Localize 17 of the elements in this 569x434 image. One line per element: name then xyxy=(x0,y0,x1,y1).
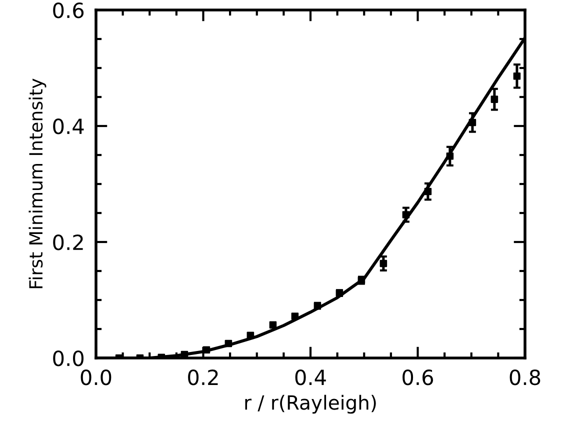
point xyxy=(180,350,188,358)
x-tick-label: 0.0 xyxy=(80,369,112,386)
point xyxy=(202,346,210,354)
y-axis-title: First Minimum Intensity xyxy=(28,78,46,288)
y-tick-label: 0.4 xyxy=(53,118,84,134)
x-tick-label: 0.8 xyxy=(510,369,540,386)
y-tick-label: 0.0 xyxy=(53,350,84,366)
x-tick-label: 0.4 xyxy=(295,369,326,386)
point xyxy=(224,340,232,348)
point xyxy=(246,332,254,340)
x-axis-title: r / r(Rayleigh) xyxy=(245,394,376,414)
y-tick-label: 0.2 xyxy=(53,234,83,250)
point xyxy=(291,312,299,320)
x-tick-label: 0.6 xyxy=(402,369,434,386)
y-tick-label: 0.6 xyxy=(53,2,84,18)
x-tick-label: 0.2 xyxy=(188,369,218,386)
point xyxy=(269,321,277,329)
